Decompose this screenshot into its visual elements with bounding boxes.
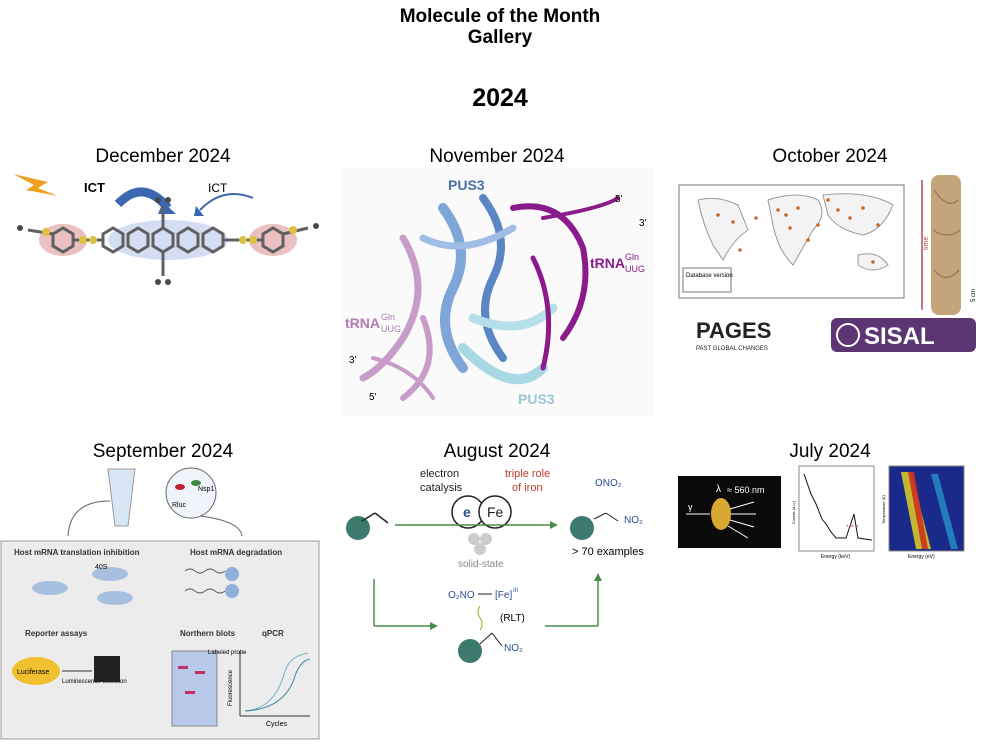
svg-text:e: e <box>463 504 471 520</box>
svg-text:Gln: Gln <box>381 312 395 322</box>
pages-logo: PAGES <box>696 318 771 343</box>
year-heading: 2024 <box>472 84 528 112</box>
svg-text:3': 3' <box>349 355 357 366</box>
svg-text:UUG: UUG <box>625 264 645 274</box>
ict-label-left: ICT <box>84 180 105 195</box>
svg-text:O₂NO: O₂NO <box>448 590 475 601</box>
molecule-backbone <box>17 197 319 285</box>
month-label-october[interactable]: October 2024 <box>772 146 888 167</box>
trna-label-right: tRNA <box>590 255 625 271</box>
svg-text:Counts (a.u.): Counts (a.u.) <box>791 500 796 524</box>
svg-text:Labeled probe: Labeled probe <box>208 650 247 656</box>
svg-text:5': 5' <box>369 392 377 403</box>
svg-text:Database version: Database version <box>686 273 733 279</box>
svg-text:triple role: triple role <box>505 468 550 480</box>
svg-text:γ: γ <box>688 502 693 512</box>
svg-text:≈ 560 nm: ≈ 560 nm <box>727 485 764 495</box>
month-label-august[interactable]: August 2024 <box>443 441 551 462</box>
svg-text:ONO₂: ONO₂ <box>595 478 622 489</box>
svg-text:NO₂: NO₂ <box>624 515 643 526</box>
svg-text:UUG: UUG <box>381 324 401 334</box>
trna-label-left: tRNA <box>345 315 380 331</box>
svg-text:(RLT): (RLT) <box>500 613 525 624</box>
ict-label-right: ICT <box>208 181 228 195</box>
month-label-september[interactable]: September 2024 <box>92 441 234 462</box>
svg-text:3': 3' <box>639 218 647 229</box>
svg-text:Nsp1: Nsp1 <box>198 486 214 493</box>
svg-text:solid-state: solid-state <box>458 559 504 570</box>
svg-text:[Fe]: [Fe] <box>495 590 512 601</box>
svg-text:λ: λ <box>716 484 721 495</box>
tube-icon <box>107 468 136 527</box>
month-label-july[interactable]: July 2024 <box>789 441 871 462</box>
svg-text:5 cm: 5 cm <box>971 289 977 302</box>
svg-text:of iron: of iron <box>512 482 543 494</box>
svg-text:Cycles: Cycles <box>266 721 288 728</box>
svg-text:Host mRNA degradation: Host mRNA degradation <box>190 548 282 557</box>
july-scintillator-image[interactable]: λ ≈ 560 nm γ 4.82 % Energy (keV) Counts … <box>676 464 966 560</box>
svg-text:qPCR: qPCR <box>262 629 284 638</box>
svg-text:catalysis: catalysis <box>420 482 463 494</box>
svg-text:NO₂: NO₂ <box>504 643 523 654</box>
alkene-icon <box>346 516 370 540</box>
lightning-bolt-icon <box>13 174 58 196</box>
svg-text:III: III <box>513 588 518 594</box>
svg-text:> 70 examples: > 70 examples <box>572 546 644 558</box>
pus3-label-top: PUS3 <box>448 177 485 193</box>
svg-text:Fe: Fe <box>487 504 504 520</box>
svg-text:time: time <box>923 237 930 250</box>
september-figure-image[interactable]: Rluc Nsp1 Host mRNA translation inhibiti… <box>0 461 340 741</box>
svg-text:Reporter assays: Reporter assays <box>25 629 88 638</box>
svg-text:PAST GLOBAL CHANGES: PAST GLOBAL CHANGES <box>696 346 768 352</box>
svg-text:Energy (keV): Energy (keV) <box>821 554 851 560</box>
december-molecule-image[interactable]: ICT ICT <box>8 168 328 308</box>
svg-text:Rluc: Rluc <box>172 502 187 509</box>
month-label-december[interactable]: December 2024 <box>95 146 231 167</box>
october-climate-image[interactable]: Database version time 5 cm PAGES PAST GL… <box>678 170 978 355</box>
november-protein-image[interactable]: PUS3 PUS3 tRNA Gln UUG tRNA Gln UUG 5' 3… <box>343 168 653 416</box>
sisal-logo <box>831 318 976 352</box>
svg-text:Gln: Gln <box>625 252 639 262</box>
svg-text:Energy (eV): Energy (eV) <box>908 554 935 560</box>
svg-text:4.82 %: 4.82 % <box>846 523 859 528</box>
svg-text:SISAL: SISAL <box>864 323 935 350</box>
gallery-subtitle: Gallery <box>467 27 533 48</box>
month-label-november[interactable]: November 2024 <box>429 146 565 167</box>
svg-text:5': 5' <box>615 194 623 205</box>
svg-text:electron: electron <box>420 468 459 480</box>
svg-text:Host mRNA translation inhibiti: Host mRNA translation inhibition <box>14 548 140 557</box>
product-icon <box>570 516 594 540</box>
svg-text:Luciferase: Luciferase <box>17 669 49 676</box>
svg-text:Temperature (K): Temperature (K) <box>881 494 886 524</box>
svg-text:Northern blots: Northern blots <box>180 629 236 638</box>
svg-text:Fluorescence: Fluorescence <box>228 669 234 706</box>
gallery-title: Molecule of the Month <box>399 6 601 27</box>
pus3-label-bottom: PUS3 <box>518 391 555 407</box>
svg-text:40S: 40S <box>95 564 108 571</box>
august-chemistry-image[interactable]: electron catalysis triple role of iron e… <box>340 461 660 671</box>
stalagmite-image <box>931 175 961 315</box>
